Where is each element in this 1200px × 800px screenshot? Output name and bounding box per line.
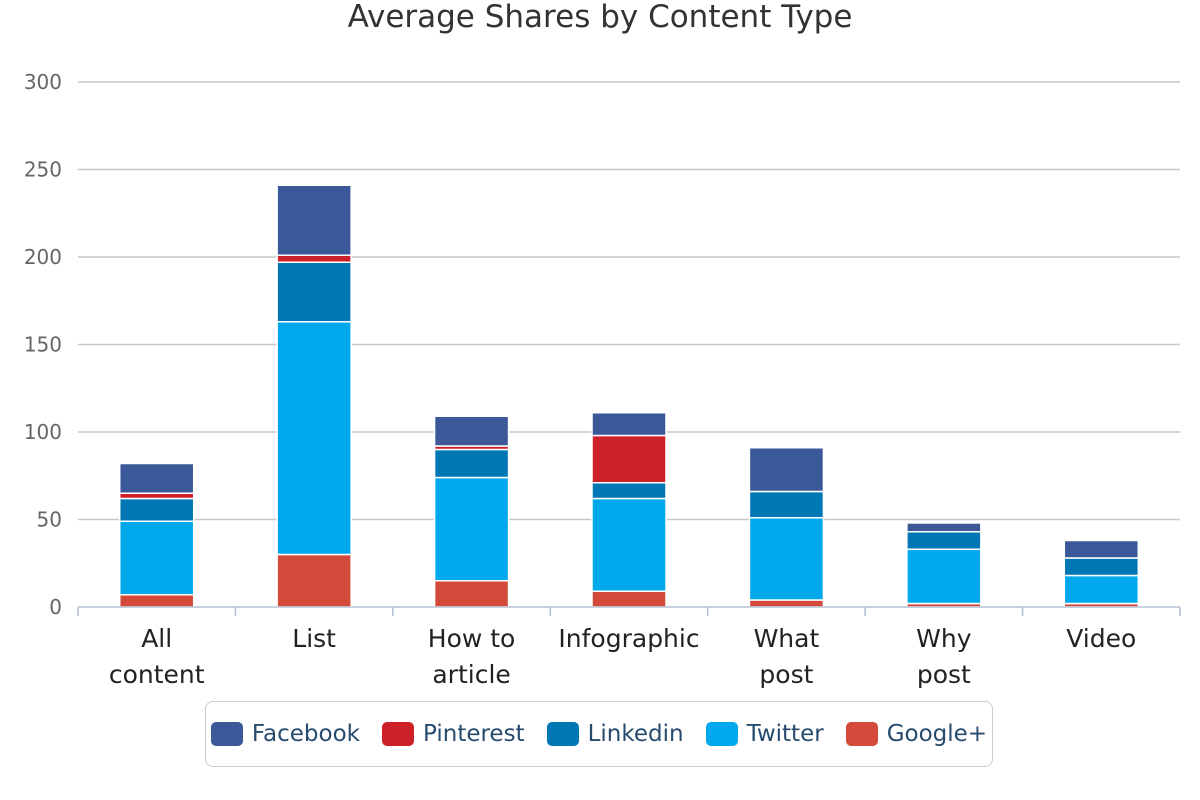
x-tick-label: Infographic — [558, 624, 699, 653]
legend-item-linkedin[interactable]: Linkedin — [546, 721, 684, 747]
legend-item-facebook[interactable]: Facebook — [210, 721, 360, 747]
legend-label: Pinterest — [422, 721, 525, 747]
bar-segment-twitter[interactable] — [433, 476, 510, 582]
bar-segment-pinterest[interactable] — [118, 492, 195, 500]
bar-segment-facebook[interactable] — [118, 462, 195, 494]
bar-segment-linkedin[interactable] — [433, 448, 510, 479]
bar-segment-linkedin[interactable] — [748, 490, 825, 519]
bar-segment-google[interactable] — [276, 553, 352, 608]
chart-title: Average Shares by Content Type — [348, 0, 853, 35]
legend-label: Facebook — [251, 721, 360, 747]
y-tick-label: 0 — [49, 595, 62, 619]
legend-swatch — [705, 722, 738, 746]
legend-label: Twitter — [746, 721, 824, 747]
y-tick-label: 300 — [24, 70, 62, 94]
x-axis — [77, 606, 1181, 616]
bar-segment-linkedin[interactable] — [1063, 557, 1140, 577]
bar-segment-facebook[interactable] — [748, 447, 825, 493]
bar-segment-twitter[interactable] — [276, 321, 352, 556]
x-tick-label: What post — [754, 624, 820, 689]
x-axis-ticks: All content List How to article Infographic Wh… — [109, 624, 1136, 689]
gridlines — [78, 81, 1180, 521]
bar-segment-google[interactable] — [748, 599, 825, 608]
bar-segment-twitter[interactable] — [748, 517, 825, 601]
bars — [118, 184, 1140, 608]
bar-segment-twitter[interactable] — [591, 497, 667, 592]
x-tick-label: Video — [1066, 624, 1136, 653]
legend-item-google[interactable]: Google+ — [845, 721, 988, 747]
bar-segment-facebook[interactable] — [591, 412, 667, 437]
bar-segment-pinterest[interactable] — [591, 434, 667, 484]
bar-segment-facebook[interactable] — [276, 184, 352, 256]
legend-label: Linkedin — [587, 721, 684, 747]
bar-segment-twitter[interactable] — [1063, 574, 1140, 605]
y-tick-label: 200 — [24, 245, 62, 269]
bar-segment-twitter[interactable] — [906, 548, 982, 605]
legend-swatch — [210, 722, 243, 746]
bar-segment-twitter[interactable] — [118, 520, 195, 596]
stacked-bar-chart: Average Shares by Content Type 0 50 100 150… — [24, 0, 1181, 689]
y-tick-label: 250 — [24, 158, 62, 182]
x-tick-label: List — [292, 624, 336, 653]
bar-segment-google[interactable] — [591, 590, 667, 608]
legend-swatch — [546, 722, 579, 746]
bar-segment-pinterest[interactable] — [276, 254, 352, 263]
legend-label: Google+ — [886, 721, 988, 747]
x-tick-label: How to article — [428, 624, 516, 689]
y-tick-label: 50 — [37, 508, 62, 532]
bar-segment-facebook[interactable] — [1063, 539, 1140, 559]
legend-swatch — [845, 722, 878, 746]
legend-item-pinterest[interactable]: Pinterest — [381, 721, 525, 747]
bar-segment-linkedin[interactable] — [591, 482, 667, 500]
bar-segment-google[interactable] — [433, 580, 510, 608]
bar-segment-linkedin[interactable] — [906, 531, 982, 550]
bar-segment-linkedin[interactable] — [276, 261, 352, 323]
bar-segment-facebook[interactable] — [433, 415, 510, 447]
bar-segment-linkedin[interactable] — [118, 497, 195, 522]
bar-segment-facebook[interactable] — [906, 522, 982, 533]
legend-item-twitter[interactable]: Twitter — [705, 721, 824, 747]
y-tick-label: 100 — [24, 420, 62, 444]
legend-swatch — [381, 722, 414, 746]
bar-segment-google[interactable] — [118, 594, 195, 608]
legend: Facebook Pinterest Linkedin Twitter Google+ — [205, 701, 993, 767]
y-tick-label: 150 — [24, 333, 62, 357]
x-tick-label: Why post — [916, 624, 972, 689]
y-axis-ticks: 0 50 100 150 200 250 300 — [24, 70, 62, 619]
x-tick-label: All content — [109, 624, 205, 689]
